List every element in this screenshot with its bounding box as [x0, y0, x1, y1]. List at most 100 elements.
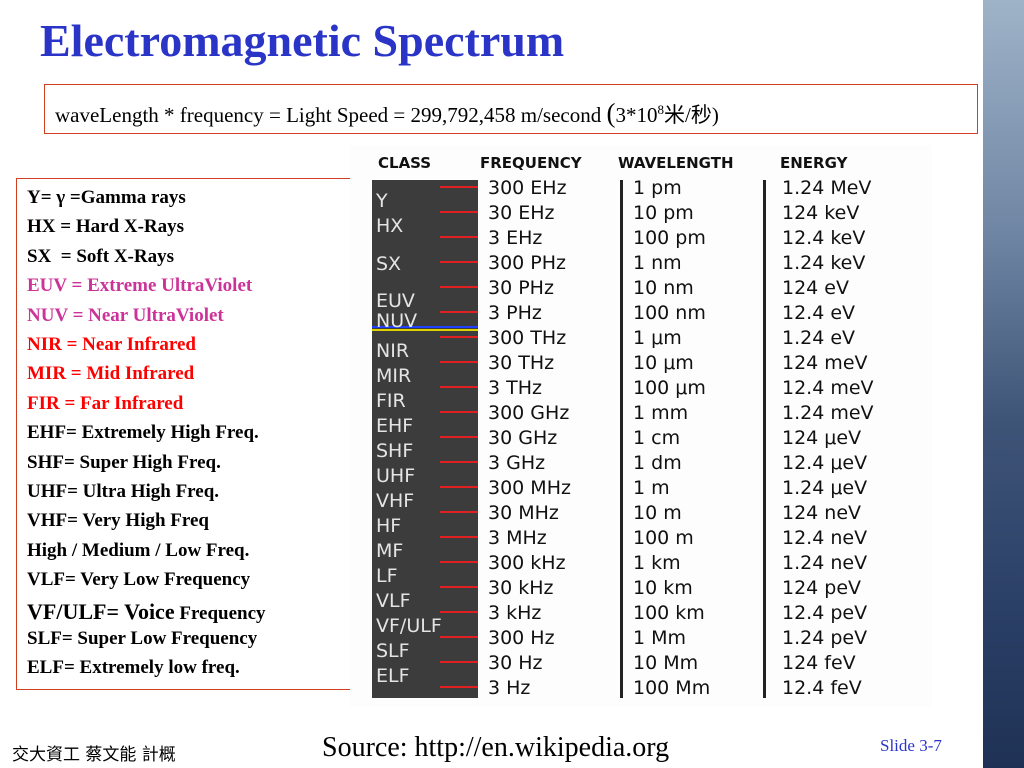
formula-paren: ( [606, 98, 616, 128]
table-cell: 3 GHz [488, 452, 545, 474]
class-label: ELF [376, 665, 410, 687]
legend-text: UHF= Ultra High Freq. [27, 481, 220, 502]
table-cell: 124 neV [782, 502, 861, 524]
legend-line: SX = Soft X-Rays [27, 246, 174, 268]
class-label: FIR [376, 390, 406, 412]
table-cell: 3 EHz [488, 227, 542, 249]
table-cell: 1.24 μeV [782, 477, 867, 499]
table-cell: 3 kHz [488, 602, 541, 624]
formula-box: waveLength * frequency = Light Speed = 2… [44, 84, 978, 134]
table-cell: 1 mm [633, 402, 688, 424]
legend-line: HX = Hard X-Rays [27, 216, 184, 238]
table-cell: 30 Hz [488, 652, 543, 674]
table-cell: 300 GHz [488, 402, 569, 424]
table-cell: 30 PHz [488, 277, 554, 299]
formula-unit: 米/秒 [663, 103, 712, 127]
table-cell: 12.4 μeV [782, 452, 867, 474]
table-cell: 124 μeV [782, 427, 861, 449]
table-cell: 100 m [633, 527, 694, 549]
class-label: VHF [376, 490, 414, 512]
class-label: EHF [376, 415, 413, 437]
table-cell: 1 cm [633, 427, 680, 449]
class-label: HF [376, 515, 401, 537]
class-label: NIR [376, 340, 409, 362]
table-cell: 3 THz [488, 377, 542, 399]
table-cell: 10 m [633, 502, 682, 524]
legend-text: FIR = Far Infrared [27, 392, 184, 414]
footer-author: 交大資工 蔡文能 計概 [12, 745, 176, 765]
table-cell: 1.24 meV [782, 402, 874, 424]
formula-exponent: 8 [657, 102, 664, 117]
spectrum-table: CLASS FREQUENCY WAVELENGTH ENERGY Y HX SX EUVNU… [350, 145, 932, 707]
table-cell: 3 Hz [488, 677, 530, 699]
class-label: VLF [376, 590, 411, 612]
separator [620, 180, 623, 698]
legend-line: VLF= Very Low Frequency [27, 569, 250, 591]
legend-line: NUV = Near UltraViolet [27, 305, 224, 327]
legend-line: EHF= Extremely High Freq. [27, 422, 259, 444]
class-label: MF [376, 540, 403, 562]
legend-text: High / Medium / Low Freq. [27, 539, 250, 561]
class-label: EUV [376, 290, 415, 312]
table-cell: 12.4 peV [782, 602, 867, 624]
class-label: HX [376, 215, 403, 237]
legend-box: Y= γ =Gamma rays HX = Hard X-Rays SX = Sof… [16, 178, 368, 690]
legend-line: FIR = Far Infrared [27, 393, 183, 415]
table-cell: 300 MHz [488, 477, 571, 499]
formula-text: waveLength * frequency = Light Speed = 2… [55, 103, 607, 127]
table-cell: 124 peV [782, 577, 861, 599]
legend-text: SLF= Super Low Frequency [27, 628, 258, 649]
table-cell: 12.4 eV [782, 302, 855, 324]
table-cell: 100 μm [633, 377, 706, 399]
legend-text: SX = Soft X-Rays [27, 245, 174, 267]
class-label: SHF [376, 440, 413, 462]
table-cell: 300 THz [488, 327, 566, 349]
legend-line: EUV = Extreme UltraViolet [27, 275, 252, 297]
table-cell: 300 EHz [488, 177, 567, 199]
legend-suffix: Frequency [174, 602, 266, 624]
legend-line: ELF= Extremely low freq. [27, 657, 240, 679]
table-cell: 1 pm [633, 177, 682, 199]
formula-paren: ) [711, 103, 719, 127]
legend-line: MIR = Mid Infrared [27, 363, 194, 385]
table-cell: 1 Mm [633, 627, 686, 649]
table-cell: 300 Hz [488, 627, 555, 649]
class-label: NUV [376, 310, 417, 332]
legend-line: UHF= Ultra High Freq. [27, 481, 219, 503]
legend-text: MIR = Mid Infrared [27, 363, 195, 385]
class-label: SX [376, 253, 401, 275]
table-cell: 30 GHz [488, 427, 557, 449]
column-header: WAVELENGTH [618, 154, 734, 172]
table-cell: 1 nm [633, 252, 682, 274]
table-cell: 300 kHz [488, 552, 566, 574]
column-header: CLASS [378, 154, 431, 172]
legend-line: High / Medium / Low Freq. [27, 540, 249, 562]
table-cell: 3 MHz [488, 527, 547, 549]
legend-text: EHF= Extremely High Freq. [27, 422, 259, 444]
class-label: UHF [376, 465, 415, 487]
legend-text: NUV = Near UltraViolet [27, 304, 224, 326]
legend-text: Y= γ =Gamma rays [27, 187, 186, 208]
title: Electromagnetic Spectrum [40, 15, 565, 66]
footer-source: Source: http://en.wikipedia.org [322, 732, 670, 763]
slide-number: Slide 3-7 [880, 736, 942, 755]
legend-text: VLF= Very Low Frequency [27, 569, 251, 591]
legend-line: VHF= Very High Freq [27, 510, 209, 532]
legend-line: SHF= Super High Freq. [27, 452, 221, 474]
class-label: Y [375, 190, 388, 212]
class-label: LF [376, 565, 398, 587]
table-cell: 3 PHz [488, 302, 542, 324]
table-cell: 12.4 meV [782, 377, 874, 399]
table-cell: 100 km [633, 602, 705, 624]
table-cell: 1 μm [633, 327, 682, 349]
table-cell: 100 nm [633, 302, 706, 324]
table-cell: 12.4 keV [782, 227, 865, 249]
legend-text: EUV = Extreme UltraViolet [27, 275, 253, 297]
legend-line: Y= γ =Gamma rays [27, 187, 186, 209]
legend-line: NIR = Near Infrared [27, 334, 196, 356]
table-cell: 124 eV [782, 277, 849, 299]
legend-text: ELF= Extremely low freq. [27, 657, 240, 679]
class-label: MIR [376, 365, 411, 387]
table-cell: 1 dm [633, 452, 682, 474]
